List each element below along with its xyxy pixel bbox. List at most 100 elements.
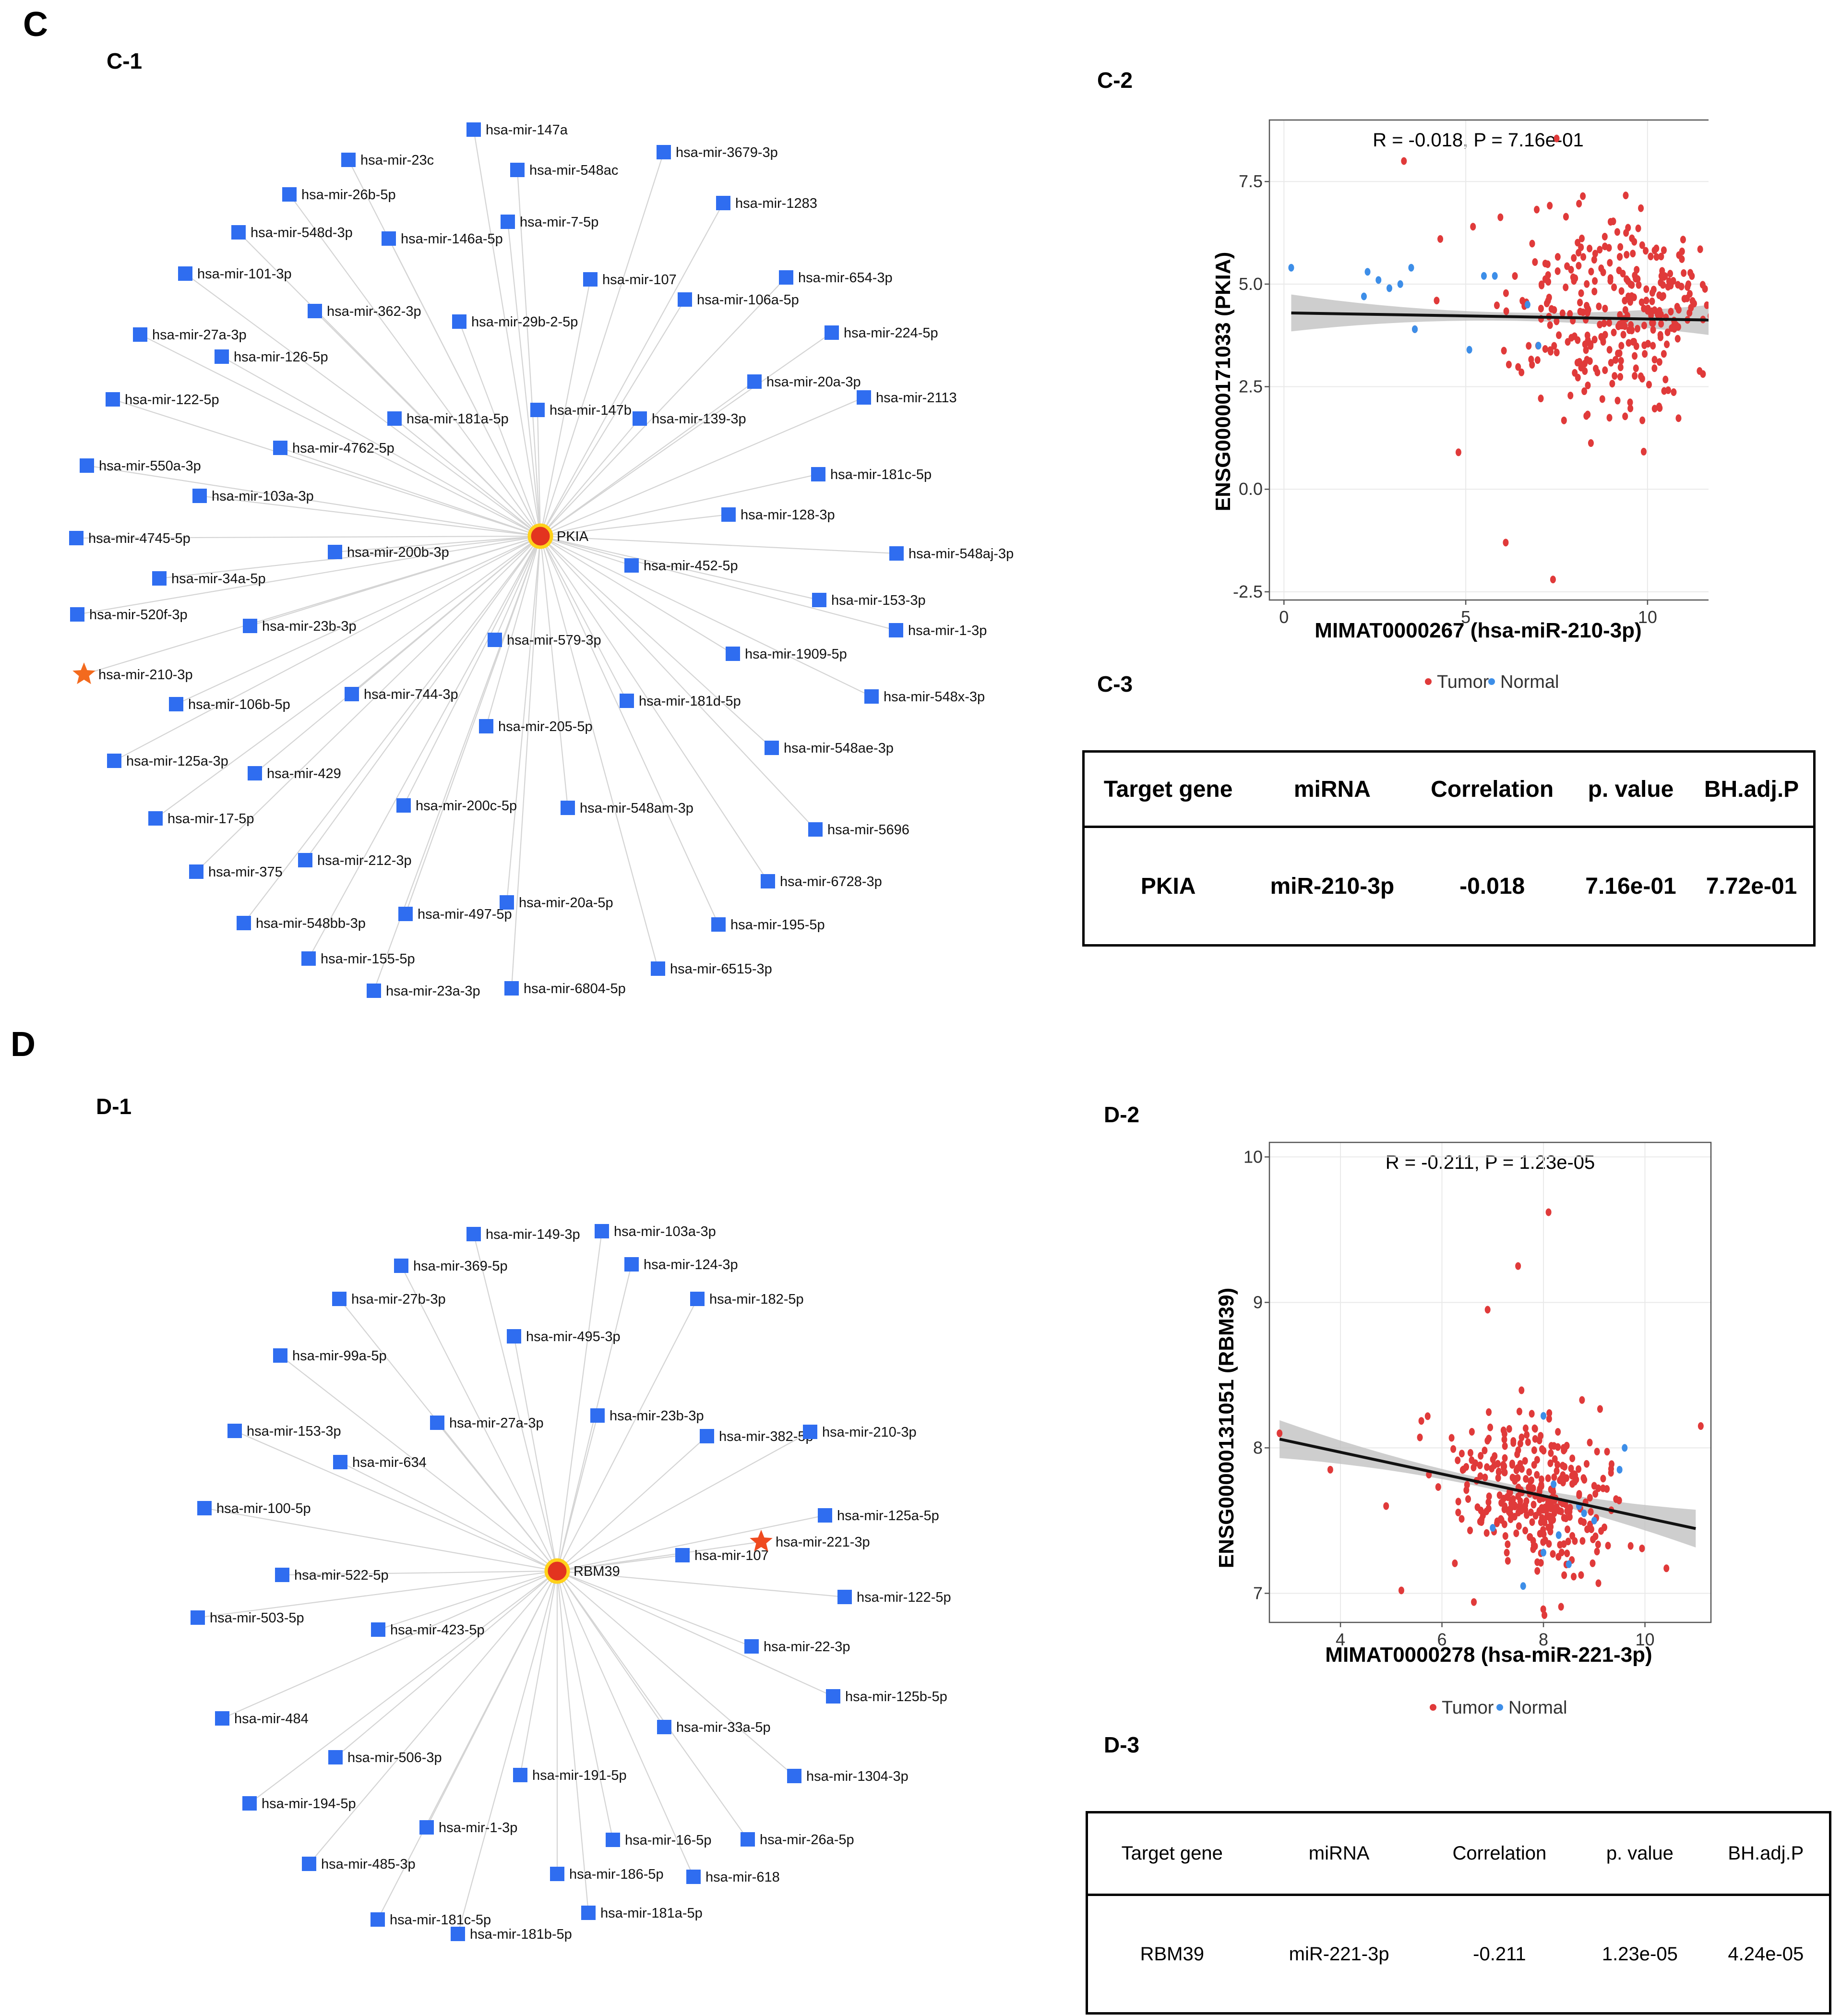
network-edge <box>378 1570 558 1631</box>
mirna-node: hsa-mir-429 <box>248 766 341 781</box>
mirna-node-label: hsa-mir-106b-5p <box>188 697 290 712</box>
tumor-point <box>1452 1559 1458 1567</box>
results-table-c: Target gene miRNA Correlation p. value B… <box>1082 750 1816 947</box>
mirna-node: hsa-mir-126-5p <box>215 349 328 365</box>
tumor-point <box>1704 301 1709 309</box>
tumor-point <box>1470 223 1476 231</box>
tumor-point <box>1698 1422 1704 1430</box>
mirna-node-label: hsa-mir-181b-5p <box>470 1927 572 1942</box>
mirna-node: hsa-mir-618 <box>686 1870 780 1885</box>
network-edge <box>280 447 541 537</box>
tumor-point <box>1554 253 1561 261</box>
tumor-point <box>1569 1532 1576 1540</box>
tumor-point <box>1525 1438 1531 1446</box>
mirna-node: hsa-mir-1-3p <box>889 623 987 638</box>
network-edge <box>539 152 665 537</box>
tumor-point <box>1650 286 1657 294</box>
mirna-node: hsa-mir-26b-5p <box>282 187 396 203</box>
mirna-node: hsa-mir-182-5p <box>690 1292 804 1307</box>
mirna-node: hsa-mir-522-5p <box>275 1568 389 1583</box>
mirna-node: hsa-mir-106a-5p <box>678 292 799 308</box>
square-node-icon <box>328 1750 343 1764</box>
network-edge <box>556 1231 603 1572</box>
network-edge <box>112 398 541 537</box>
tumor-point <box>1598 333 1604 341</box>
tumor-point <box>1477 1461 1483 1469</box>
tumor-point <box>1472 1459 1479 1467</box>
header-p-value: p. value <box>1571 751 1690 828</box>
mirna-node: hsa-mir-369-5p <box>394 1259 508 1274</box>
mirna-node: hsa-mir-6515-3p <box>651 961 772 977</box>
normal-point <box>1535 342 1542 350</box>
tumor-point <box>1437 235 1444 243</box>
network-edge <box>519 1571 558 1776</box>
tumor-point <box>1455 1456 1461 1464</box>
square-node-icon <box>513 1768 527 1782</box>
mirna-node: hsa-mir-224-5p <box>825 325 938 341</box>
square-node-icon <box>686 1870 701 1884</box>
tumor-point <box>1667 270 1674 278</box>
mirna-node: hsa-mir-205-5p <box>479 719 593 734</box>
tumor-point <box>1548 1442 1554 1450</box>
mirna-node-label: hsa-mir-548x-3p <box>884 689 985 705</box>
normal-point <box>1555 1531 1562 1539</box>
tumor-point <box>1515 363 1521 371</box>
normal-point <box>1481 272 1487 280</box>
normal-point <box>1364 268 1371 276</box>
network-edge <box>394 418 541 537</box>
table-header-row: Target gene miRNA Correlation p. value B… <box>1087 1812 1830 1896</box>
mirna-node: hsa-mir-579-3p <box>488 633 601 648</box>
square-node-icon <box>273 1348 287 1363</box>
mirna-node: hsa-mir-548x-3p <box>864 689 985 705</box>
y-tick-label: 2.5 <box>1239 377 1263 396</box>
mirna-node-label: hsa-mir-23a-3p <box>386 984 480 999</box>
tumor-point <box>1597 321 1603 329</box>
network-edge <box>388 238 541 537</box>
square-node-icon <box>387 411 402 426</box>
header-bh-adj-p: BH.adj.P <box>1702 1812 1830 1896</box>
tumor-point <box>1478 1452 1484 1460</box>
tumor-point <box>1612 372 1618 380</box>
tumor-point <box>1651 405 1658 413</box>
network-edge <box>335 535 541 553</box>
square-node-icon <box>197 1501 212 1515</box>
tumor-point <box>1628 326 1635 334</box>
network-edge <box>540 536 719 925</box>
tumor-point <box>1418 1417 1424 1425</box>
normal-point <box>1591 1516 1597 1524</box>
mirna-node: hsa-mir-484 <box>215 1711 309 1727</box>
tumor-point <box>1494 1460 1501 1468</box>
grid <box>1269 1142 1711 1622</box>
network-edge <box>540 381 755 537</box>
mirna-node: hsa-mir-634 <box>333 1455 427 1470</box>
mirna-node-label: hsa-mir-548aj-3p <box>909 546 1014 562</box>
mirna-node-label: hsa-mir-634 <box>352 1455 427 1470</box>
star-icon <box>750 1530 773 1552</box>
square-node-icon <box>282 187 297 202</box>
tumor-point <box>1532 1425 1538 1433</box>
network-edge <box>540 535 820 601</box>
tumor-point <box>1450 1445 1457 1453</box>
legend-normal-dot <box>1496 1704 1503 1711</box>
mirna-node-label: hsa-mir-506-3p <box>347 1750 442 1765</box>
mirna-node-label: hsa-mir-195-5p <box>730 917 825 933</box>
square-node-icon <box>837 1590 852 1604</box>
tumor-point <box>1638 204 1644 212</box>
square-node-icon <box>501 215 515 229</box>
mirna-node-label: hsa-mir-153-3p <box>831 593 926 608</box>
network-edge <box>282 1570 558 1576</box>
network-edge <box>540 536 772 748</box>
y-tick-label: 9 <box>1253 1292 1263 1312</box>
tumor-point <box>1568 265 1574 274</box>
network-edge <box>185 273 541 537</box>
tumor-point <box>1607 277 1614 285</box>
mirna-node: hsa-mir-485-3p <box>302 1857 416 1872</box>
mirna-node: hsa-mir-147b <box>530 403 632 418</box>
mirna-node: hsa-mir-1909-5p <box>726 647 847 662</box>
tumor-point <box>1523 1475 1529 1483</box>
network-edge <box>222 1570 558 1719</box>
tumor-point <box>1448 1434 1455 1442</box>
square-node-icon <box>332 1292 347 1306</box>
tumor-point <box>1554 1503 1560 1511</box>
network-edge <box>494 536 541 640</box>
